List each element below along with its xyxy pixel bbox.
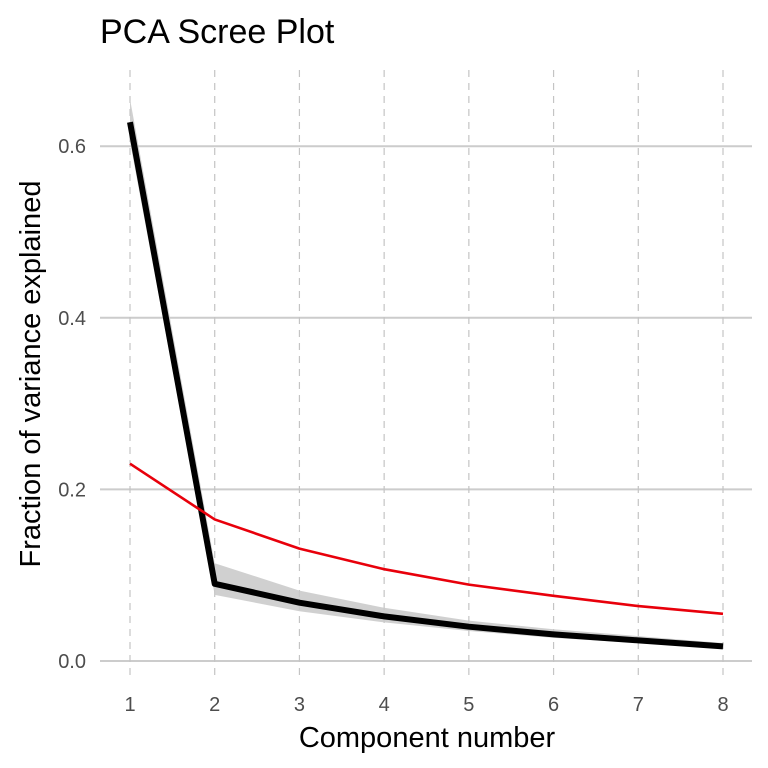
- y-axis-title: Fraction of variance explained: [15, 181, 47, 568]
- x-tick-label: 5: [463, 694, 474, 716]
- x-tick-label: 4: [379, 694, 390, 716]
- grid-lines: [100, 70, 752, 676]
- y-tick-label: 0.4: [58, 308, 86, 330]
- x-tick-label: 6: [548, 694, 559, 716]
- series-lines: [127, 121, 724, 650]
- y-tick-label: 0.0: [58, 651, 86, 673]
- y-tick-label: 0.2: [58, 479, 86, 501]
- axis-ticks: 0.0 0.2 0.4 0.6 1 2 3 4 5 6 7 8: [58, 136, 728, 716]
- x-tick-label: 8: [717, 694, 728, 716]
- y-tick-label: 0.6: [58, 136, 86, 158]
- observed-variance-line: [127, 121, 724, 650]
- x-axis-title: Component number: [299, 722, 556, 754]
- chart-title: PCA Scree Plot: [100, 13, 335, 51]
- x-tick-label: 3: [294, 694, 305, 716]
- reference-variance-line: [129, 462, 724, 616]
- x-tick-label: 2: [209, 694, 220, 716]
- x-tick-label: 7: [633, 694, 644, 716]
- x-tick-label: 1: [124, 694, 135, 716]
